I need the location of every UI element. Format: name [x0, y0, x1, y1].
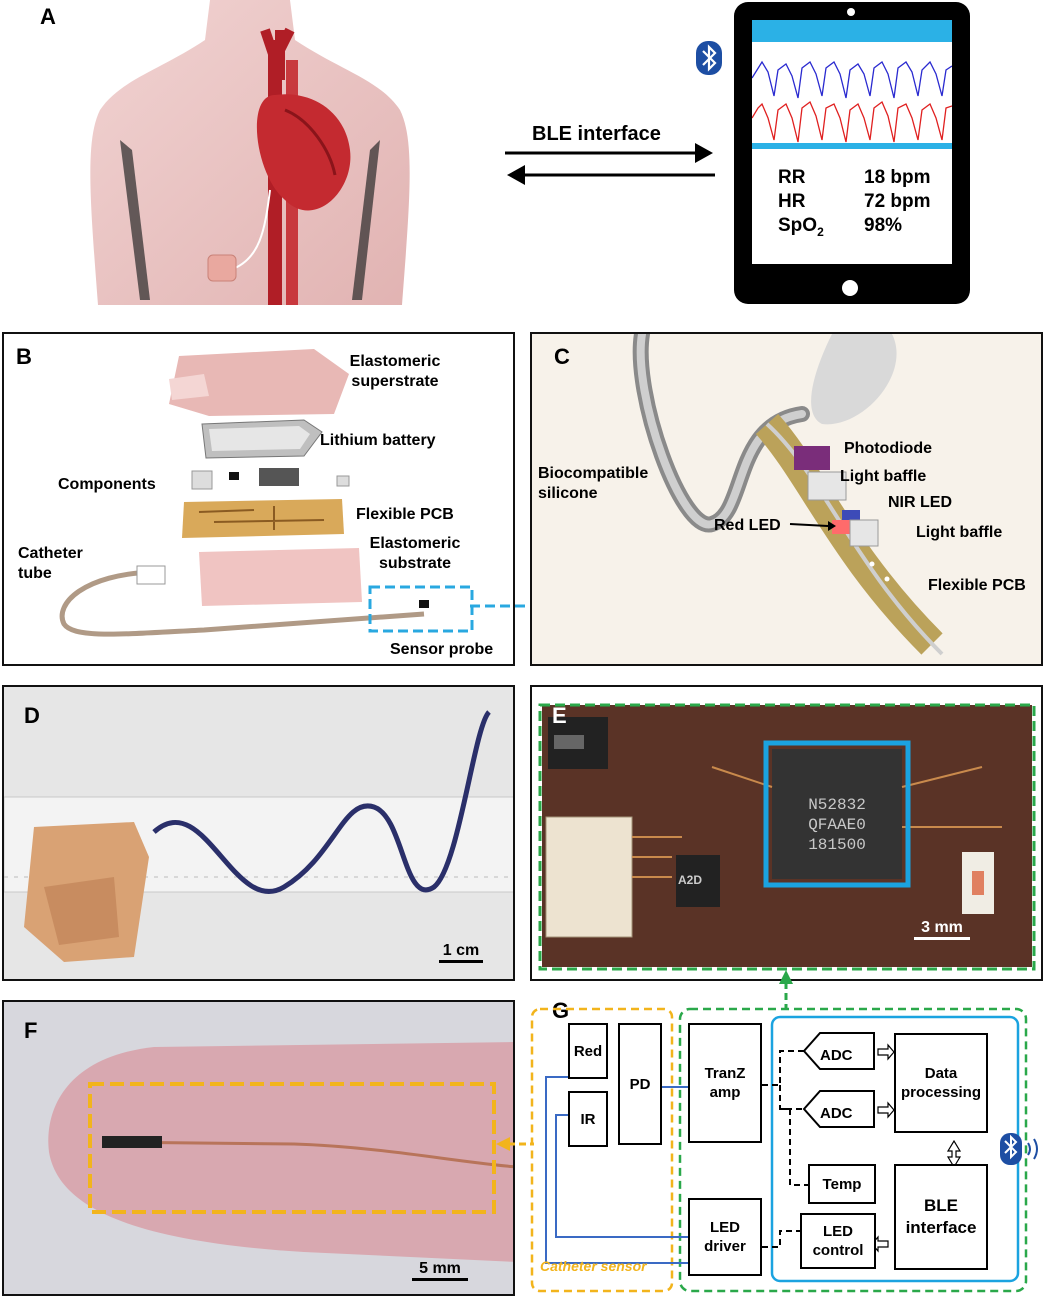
rr-value: 18 bpm [864, 167, 931, 188]
device-photo [4, 710, 513, 962]
scale-bar-1cm: 1 cm [439, 942, 483, 963]
label-flex-pcb: Flexible PCB [928, 577, 1026, 594]
waveforms [752, 60, 952, 143]
chip-line-2: QFAAE0 [808, 816, 866, 834]
chip-line-1: N52832 [808, 796, 866, 814]
hr-value: 72 bpm [864, 191, 931, 212]
screen-header-bar [752, 20, 952, 42]
bidirectional-arrows [505, 143, 715, 185]
panel-d: D 1 cm [2, 685, 515, 981]
label-baffle-2: Light baffle [916, 524, 1003, 541]
label-silicone: Biocompatible silicone [538, 465, 649, 502]
label-catheter: Catheter tube [18, 545, 83, 582]
panel-label-d: D [24, 703, 40, 728]
panel-b: B Elastomeric superstrate Lithium batter… [2, 332, 515, 666]
panel-c: C Biocompatible silicone Photodiode Ligh… [530, 332, 1043, 666]
vitals-values: 18 bpm 72 bpm 98% [864, 166, 931, 238]
label-substrate: Elastomeric substrate [369, 535, 461, 572]
torso-heart-illustration [90, 0, 410, 305]
label-baffle-1: Light baffle [840, 468, 927, 485]
adc-2: ADC [820, 1105, 853, 1122]
led-control-block: LED control [800, 1213, 876, 1269]
ir-led-block: IR [568, 1091, 608, 1147]
label-superstrate: Elastomeric superstrate [349, 353, 441, 390]
tablet-home-button [842, 280, 858, 296]
exploded-device-illustration [59, 349, 474, 637]
chip-marking: N52832 QFAAE0 181500 [782, 795, 892, 855]
scale-bar-3mm: 3 mm [914, 919, 970, 940]
scale-bar-5mm: 5 mm [412, 1260, 468, 1281]
tablet-screen: RR HR SpO2 18 bpm 72 bpm 98% [752, 20, 952, 264]
vitals-keys: RR HR SpO2 [778, 166, 824, 244]
tablet: RR HR SpO2 18 bpm 72 bpm 98% [734, 2, 970, 304]
panel-e: E N52832 QFAAE0 181500 A2D 3 mm [530, 685, 1043, 981]
panel-label-f: F [24, 1018, 38, 1043]
ble-interface-block: BLE interface [894, 1164, 988, 1270]
red-led-block: Red [568, 1023, 608, 1079]
label-battery: Lithium battery [320, 432, 436, 449]
sensor-probe-illustration [632, 334, 944, 656]
screen-divider-bar [752, 143, 952, 149]
ble-interface-label: BLE interface [532, 123, 661, 145]
pd-block: PD [618, 1023, 662, 1145]
label-red-led: Red LED [714, 517, 781, 534]
block-diagram-connectors [530, 1007, 1038, 1293]
tablet-camera [847, 8, 855, 16]
tranz-amp-block: TranZ amp [688, 1023, 762, 1143]
spo2-key: SpO2 [778, 215, 824, 239]
temp-block: Temp [808, 1164, 876, 1204]
catheter-sensor-caption: Catheter sensor [540, 1258, 647, 1274]
spo2-value: 98% [864, 215, 903, 236]
led-driver-block: LED driver [688, 1198, 762, 1276]
panel-label-a: A [40, 4, 56, 29]
data-processing-block: Data processing [894, 1033, 988, 1133]
e-to-g-arrow [779, 970, 793, 1010]
panel-label-b: B [16, 344, 32, 369]
small-chip-marking: A2D [678, 873, 703, 887]
chip-line-3: 181500 [808, 836, 866, 854]
pcb-photo [538, 703, 1036, 971]
finger-photo [48, 1042, 513, 1262]
panel-label-c: C [554, 344, 570, 369]
label-photodiode: Photodiode [844, 440, 932, 457]
panel-label-g: G [552, 998, 570, 1023]
label-nir-led: NIR LED [888, 494, 952, 511]
rr-key: RR [778, 167, 806, 188]
label-components: Components [58, 476, 156, 493]
bluetooth-icon [696, 41, 722, 75]
g-to-f-arrow [496, 1137, 534, 1151]
label-probe: Sensor probe [390, 641, 494, 658]
label-pcb: Flexible PCB [356, 506, 454, 523]
hr-key: HR [778, 191, 806, 212]
panel-label-e: E [552, 703, 567, 728]
panel-f: F 5 mm [2, 1000, 515, 1296]
adc-1: ADC [820, 1047, 853, 1064]
